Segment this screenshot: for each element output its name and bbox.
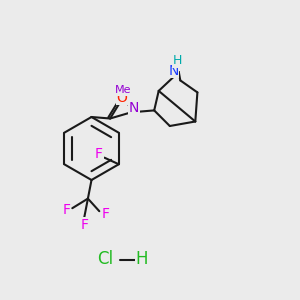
Text: F: F xyxy=(101,207,109,221)
Text: F: F xyxy=(95,147,103,161)
Text: O: O xyxy=(117,91,128,105)
Text: H: H xyxy=(172,54,182,67)
Text: Me: Me xyxy=(115,85,131,95)
Text: N: N xyxy=(129,101,139,115)
Text: F: F xyxy=(80,218,88,232)
Text: H: H xyxy=(135,250,148,268)
Text: F: F xyxy=(62,203,70,217)
Text: Cl: Cl xyxy=(97,250,113,268)
Text: N: N xyxy=(168,64,178,77)
